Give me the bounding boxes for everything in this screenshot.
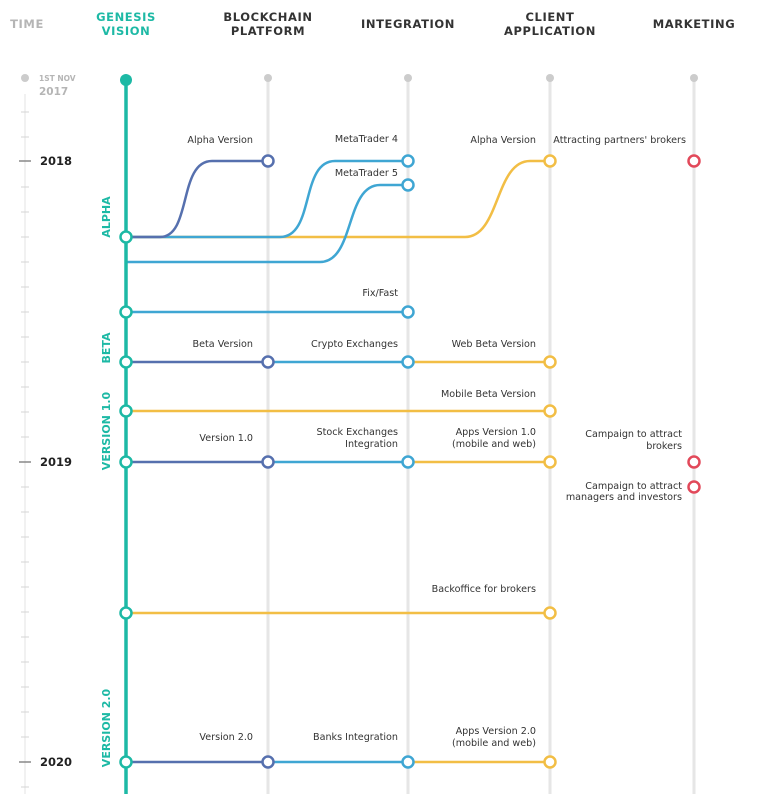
phase-version-1: VERSION 1.0 <box>100 391 113 470</box>
mkt-node-partners <box>687 154 701 168</box>
client-node-apps2 <box>543 755 557 769</box>
start-year: 2017 <box>39 86 68 98</box>
nodes <box>119 154 701 769</box>
int-node-mt4 <box>401 154 415 168</box>
time-axis: 1ST NOV 2017 2018 2019 2020 <box>19 74 76 794</box>
bp-node-alpha <box>261 154 275 168</box>
blockchain-start-dot <box>264 74 272 82</box>
milestone-labels: Alpha Version MetaTrader 4 MetaTrader 5 … <box>187 134 686 749</box>
label-mkt-managers-line1: Campaign to attract <box>585 481 682 492</box>
int-node-stock <box>401 455 415 469</box>
int-node-fixfast <box>401 305 415 319</box>
marketing-start-dot <box>690 74 698 82</box>
year-2020: 2020 <box>40 755 72 769</box>
genesis-node-alpha <box>119 230 133 244</box>
label-mt4: MetaTrader 4 <box>335 134 398 145</box>
label-mobilebeta: Mobile Beta Version <box>441 389 536 400</box>
label-stock-line2: Integration <box>345 439 398 450</box>
genesis-start-dot <box>120 74 132 86</box>
label-apps2-line1: Apps Version 2.0 <box>456 726 536 737</box>
label-mt5: MetaTrader 5 <box>335 168 398 179</box>
label-mkt-brokers-line1: Campaign to attract <box>585 429 682 440</box>
column-headers: TIME GENESIS VISION BLOCKCHAIN PLATFORM … <box>10 10 735 38</box>
header-time: TIME <box>10 17 44 31</box>
header-client-line2: APPLICATION <box>504 24 596 38</box>
label-apps2-line2: (mobile and web) <box>452 738 536 749</box>
phase-beta: BETA <box>100 332 113 364</box>
phase-labels: ALPHA BETA VERSION 1.0 VERSION 2.0 <box>100 196 113 767</box>
bp-node-v2 <box>261 755 275 769</box>
bp-alpha-line <box>126 159 268 239</box>
bp-node-v1 <box>261 455 275 469</box>
client-node-mobilebeta <box>543 404 557 418</box>
header-client-line1: CLIENT <box>526 10 575 24</box>
mkt-node-brokers <box>687 455 701 469</box>
header-genesis-line2: VISION <box>102 24 151 38</box>
int-node-mt5 <box>401 178 415 192</box>
phase-alpha: ALPHA <box>100 196 113 238</box>
genesis-node-beta <box>119 355 133 369</box>
mkt-node-managers <box>687 480 701 494</box>
phase-version-2: VERSION 2.0 <box>100 688 113 767</box>
label-webbeta: Web Beta Version <box>452 339 536 350</box>
label-bp-v1: Version 1.0 <box>199 433 253 444</box>
time-start-dot <box>21 74 29 82</box>
header-marketing: MARKETING <box>653 17 736 31</box>
label-stock-line1: Stock Exchanges <box>317 427 398 438</box>
client-alpha-line <box>126 159 550 239</box>
label-mkt-managers-line2: managers and investors <box>566 492 682 503</box>
header-blockchain-line2: PLATFORM <box>231 24 305 38</box>
header-genesis-line1: GENESIS <box>96 10 156 24</box>
label-apps1-line2: (mobile and web) <box>452 439 536 450</box>
label-crypto: Crypto Exchanges <box>311 339 398 350</box>
genesis-node-v2 <box>119 755 133 769</box>
header-blockchain-line1: BLOCKCHAIN <box>223 10 312 24</box>
label-fixfast: Fix/Fast <box>362 288 398 299</box>
start-date: 1ST NOV <box>39 74 76 83</box>
label-bp-beta: Beta Version <box>193 339 253 350</box>
label-backoffice: Backoffice for brokers <box>432 584 536 595</box>
int-node-banks <box>401 755 415 769</box>
client-node-backoffice <box>543 606 557 620</box>
bp-node-beta <box>261 355 275 369</box>
client-node-apps1 <box>543 455 557 469</box>
genesis-node-backoffice <box>119 606 133 620</box>
time-ticks <box>21 111 29 788</box>
label-apps1-line1: Apps Version 1.0 <box>456 427 536 438</box>
client-node-alpha <box>543 154 557 168</box>
label-mkt-partners: Attracting partners' brokers <box>553 135 686 146</box>
label-bp-v2: Version 2.0 <box>199 732 253 743</box>
integration-start-dot <box>404 74 412 82</box>
column-lines <box>264 74 698 794</box>
label-client-alpha: Alpha Version <box>470 135 536 146</box>
mt4-line <box>126 159 408 239</box>
connections <box>126 159 550 764</box>
client-start-dot <box>546 74 554 82</box>
year-2019: 2019 <box>40 455 72 469</box>
mt5-line <box>126 183 408 264</box>
year-2018: 2018 <box>40 154 72 168</box>
int-node-crypto <box>401 355 415 369</box>
genesis-node-mobilebeta <box>119 404 133 418</box>
label-bp-alpha: Alpha Version <box>187 135 253 146</box>
label-banks: Banks Integration <box>313 732 398 743</box>
genesis-node-fixfast <box>119 305 133 319</box>
label-mkt-brokers-line2: brokers <box>646 441 682 452</box>
genesis-node-v1 <box>119 455 133 469</box>
client-node-webbeta <box>543 355 557 369</box>
header-integration: INTEGRATION <box>361 17 455 31</box>
